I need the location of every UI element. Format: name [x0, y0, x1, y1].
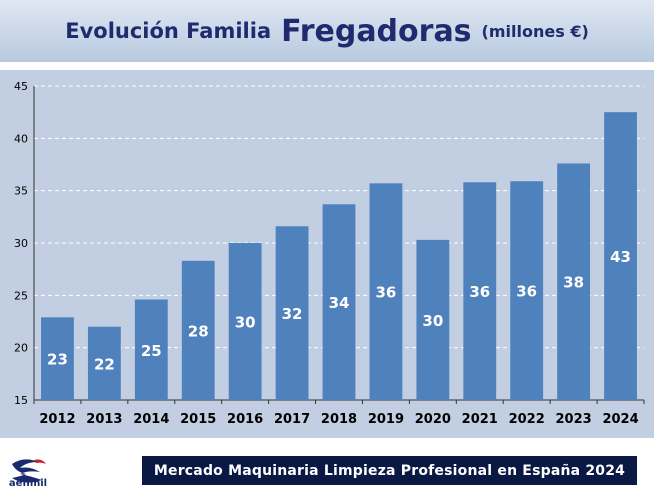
bar — [369, 183, 403, 400]
y-tick-label: 30 — [14, 237, 28, 250]
x-tick-label: 2012 — [39, 412, 75, 427]
data-label: 36 — [469, 283, 490, 301]
bar — [322, 204, 356, 400]
bar-chart: 15 20 25 30 35 40 45 23 2012 22 2013 25 2014 28 2015 30… — [14, 80, 645, 427]
x-tick-label: 2024 — [602, 412, 638, 427]
data-label: 30 — [422, 312, 443, 330]
bar — [181, 260, 215, 400]
x-tick-label: 2023 — [556, 412, 592, 427]
bar — [275, 226, 309, 400]
y-tick-label: 25 — [14, 289, 28, 302]
bar — [604, 112, 637, 400]
data-label: 38 — [563, 274, 584, 292]
title-unit: (millones €) — [481, 21, 589, 41]
data-label: 25 — [141, 342, 162, 360]
x-tick-label: 2021 — [462, 412, 498, 427]
x-tick-label: 2022 — [509, 412, 545, 427]
chart-title: Evolución Familia Fregadoras (millones €… — [0, 0, 654, 62]
x-tick-label: 2017 — [274, 412, 310, 427]
aefimil-logo-icon — [12, 459, 46, 483]
chart-panel: 15 20 25 30 35 40 45 23 2012 22 2013 25 2014 28 2015 30… — [0, 70, 654, 438]
data-label: 36 — [516, 283, 537, 301]
x-tick-label: 2016 — [227, 412, 263, 427]
title-main: Fregadoras — [281, 13, 472, 49]
y-tick-label: 15 — [14, 394, 28, 407]
bar — [557, 163, 591, 400]
bar — [41, 317, 74, 400]
data-label: 30 — [235, 314, 256, 332]
data-label: 23 — [47, 351, 68, 369]
data-label: 22 — [94, 355, 115, 373]
bar — [510, 181, 544, 400]
bar — [87, 326, 121, 400]
y-tick-label: 20 — [14, 342, 28, 355]
bar — [228, 243, 262, 400]
data-label: 34 — [329, 294, 350, 312]
bar — [416, 239, 450, 400]
y-tick-label: 45 — [14, 80, 28, 93]
x-tick-label: 2019 — [368, 412, 404, 427]
bar — [463, 182, 497, 400]
x-tick-label: 2013 — [86, 412, 122, 427]
x-tick-label: 2018 — [321, 412, 357, 427]
logo-text: aefimil — [8, 478, 48, 489]
x-tick-label: 2014 — [133, 412, 169, 427]
data-label: 36 — [375, 284, 396, 302]
title-prefix: Evolución Familia — [65, 19, 272, 43]
bar — [134, 299, 168, 400]
footer-banner: Mercado Maquinaria Limpieza Profesional … — [142, 456, 637, 485]
y-tick-label: 35 — [14, 185, 28, 198]
data-label: 43 — [610, 248, 631, 266]
y-tick-label: 40 — [14, 132, 28, 145]
x-tick-label: 2020 — [415, 412, 451, 427]
data-label: 32 — [282, 305, 303, 323]
x-tick-label: 2015 — [180, 412, 216, 427]
data-label: 28 — [188, 322, 209, 340]
